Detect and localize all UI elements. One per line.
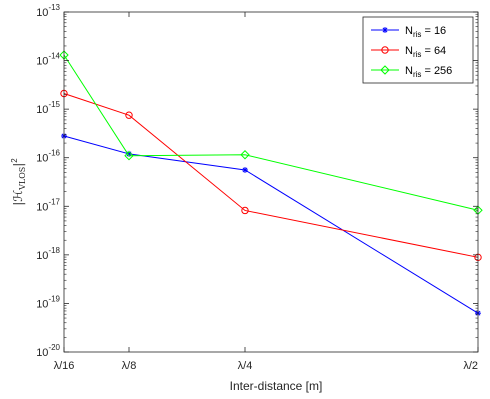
y-tick-label: 10-19 bbox=[36, 294, 60, 310]
data-point bbox=[380, 65, 390, 75]
series-line bbox=[63, 135, 479, 314]
y-tick-label: 10-15 bbox=[36, 100, 60, 116]
legend-label: Nris = 256 bbox=[405, 65, 452, 79]
legend-label: Nris = 16 bbox=[405, 25, 446, 39]
y-tick-label: 10-14 bbox=[36, 52, 60, 68]
y-tick-label: 10-18 bbox=[36, 246, 60, 262]
x-axis-label: Inter-distance [m] bbox=[230, 379, 323, 393]
y-axis-label: |ℋVLOS|2 bbox=[10, 158, 27, 206]
legend-label: Nris = 64 bbox=[405, 45, 446, 59]
y-tick-label: 10-17 bbox=[36, 197, 60, 213]
legend: Nris = 16 Nris = 64 Nris = 256 bbox=[362, 16, 474, 84]
data-point bbox=[240, 150, 250, 160]
series-line bbox=[63, 54, 479, 211]
y-tick-label: 10-16 bbox=[36, 149, 60, 165]
axes-layer: 10-20 10-19 10-18 10-17 10-16 10-15 10-14 10-13… bbox=[36, 3, 479, 372]
data-point bbox=[381, 46, 389, 54]
data-point bbox=[241, 206, 249, 215]
y-tick-label: 10-20 bbox=[36, 343, 60, 359]
x-tick-label: λ/2 bbox=[463, 360, 478, 372]
data-point bbox=[125, 111, 133, 119]
data-point bbox=[382, 27, 388, 33]
x-tick-label: λ/16 bbox=[54, 360, 75, 372]
data-point bbox=[124, 150, 134, 161]
x-tick-label: λ/4 bbox=[238, 360, 253, 372]
series-layer bbox=[59, 50, 483, 317]
series-line bbox=[63, 93, 479, 258]
series-3 bbox=[59, 50, 483, 215]
data-point bbox=[242, 166, 248, 173]
axes-frame bbox=[63, 11, 479, 353]
x-tick-label: λ/8 bbox=[122, 360, 137, 372]
y-tick-label: 10-13 bbox=[36, 3, 60, 19]
